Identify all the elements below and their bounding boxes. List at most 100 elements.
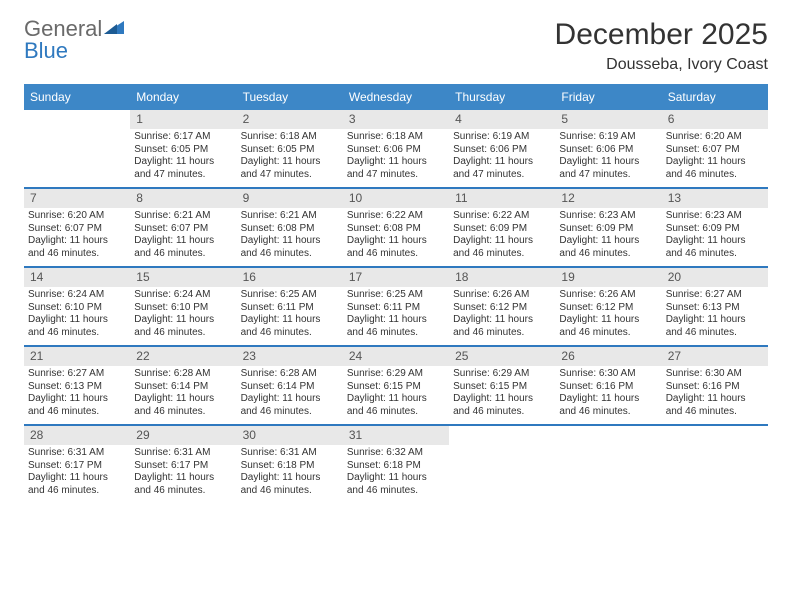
daylight-text: Daylight: 11 hours and 46 minutes. — [666, 393, 764, 418]
daylight-text: Daylight: 11 hours and 46 minutes. — [28, 472, 126, 497]
weekday-head: Saturday — [662, 84, 768, 110]
title-block: December 2025 Dousseba, Ivory Coast — [555, 18, 768, 74]
sunrise-text: Sunrise: 6:20 AM — [666, 131, 764, 144]
sunrise-text: Sunrise: 6:23 AM — [559, 210, 657, 223]
sunset-text: Sunset: 6:17 PM — [28, 460, 126, 473]
day-cell: 8Sunrise: 6:21 AMSunset: 6:07 PMDaylight… — [130, 189, 236, 266]
day-number: 17 — [343, 268, 449, 287]
sunrise-text: Sunrise: 6:24 AM — [134, 289, 232, 302]
sunrise-text: Sunrise: 6:25 AM — [347, 289, 445, 302]
sunset-text: Sunset: 6:16 PM — [666, 381, 764, 394]
sunrise-text: Sunrise: 6:18 AM — [241, 131, 339, 144]
sunset-text: Sunset: 6:06 PM — [347, 144, 445, 157]
day-cell: 5Sunrise: 6:19 AMSunset: 6:06 PMDaylight… — [555, 110, 661, 187]
sunrise-text: Sunrise: 6:19 AM — [453, 131, 551, 144]
day-cell — [449, 426, 555, 503]
sunset-text: Sunset: 6:14 PM — [134, 381, 232, 394]
day-number: 2 — [237, 110, 343, 129]
sunset-text: Sunset: 6:11 PM — [241, 302, 339, 315]
day-cell: 22Sunrise: 6:28 AMSunset: 6:14 PMDayligh… — [130, 347, 236, 424]
sunset-text: Sunset: 6:14 PM — [241, 381, 339, 394]
day-number: 26 — [555, 347, 661, 366]
daylight-text: Daylight: 11 hours and 46 minutes. — [28, 393, 126, 418]
day-number: 7 — [24, 189, 130, 208]
daylight-text: Daylight: 11 hours and 47 minutes. — [559, 156, 657, 181]
sunset-text: Sunset: 6:09 PM — [559, 223, 657, 236]
calendar-table: SundayMondayTuesdayWednesdayThursdayFrid… — [24, 84, 768, 503]
day-cell: 2Sunrise: 6:18 AMSunset: 6:05 PMDaylight… — [237, 110, 343, 187]
daylight-text: Daylight: 11 hours and 46 minutes. — [134, 472, 232, 497]
daylight-text: Daylight: 11 hours and 46 minutes. — [453, 235, 551, 260]
sunset-text: Sunset: 6:13 PM — [28, 381, 126, 394]
day-cell: 17 Sunrise: 6:25 AMSunset: 6:11 PMDayligh… — [343, 268, 449, 345]
day-cell: 14Sunrise: 6:24 AMSunset: 6:10 PMDayligh… — [24, 268, 130, 345]
sunrise-text: Sunrise: 6:26 AM — [453, 289, 551, 302]
sunset-text: Sunset: 6:09 PM — [453, 223, 551, 236]
daylight-text: Daylight: 11 hours and 47 minutes. — [241, 156, 339, 181]
day-cell: 20 Sunrise: 6:27 AMSunset: 6:13 PMDayligh… — [662, 268, 768, 345]
sunset-text: Sunset: 6:09 PM — [666, 223, 764, 236]
daylight-text: Daylight: 11 hours and 47 minutes. — [134, 156, 232, 181]
daylight-text: Daylight: 11 hours and 46 minutes. — [666, 235, 764, 260]
sunrise-text: Sunrise: 6:27 AM — [666, 289, 764, 302]
daylight-text: Daylight: 11 hours and 46 minutes. — [241, 472, 339, 497]
daylight-text: Daylight: 11 hours and 46 minutes. — [347, 314, 445, 339]
daylight-text: Daylight: 11 hours and 46 minutes. — [134, 235, 232, 260]
sunset-text: Sunset: 6:07 PM — [28, 223, 126, 236]
logo: GeneralBlue — [24, 18, 124, 62]
day-cell: 15Sunrise: 6:24 AMSunset: 6:10 PMDayligh… — [130, 268, 236, 345]
daylight-text: Daylight: 11 hours and 46 minutes. — [241, 393, 339, 418]
sunrise-text: Sunrise: 6:24 AM — [28, 289, 126, 302]
day-cell: 12Sunrise: 6:23 AMSunset: 6:09 PMDayligh… — [555, 189, 661, 266]
day-number: 11 — [449, 189, 555, 208]
day-number: 10 — [343, 189, 449, 208]
day-number: 30 — [237, 426, 343, 445]
day-cell — [24, 110, 130, 187]
sunset-text: Sunset: 6:15 PM — [453, 381, 551, 394]
day-cell: 23Sunrise: 6:28 AMSunset: 6:14 PMDayligh… — [237, 347, 343, 424]
sunrise-text: Sunrise: 6:20 AM — [28, 210, 126, 223]
day-cell: 25Sunrise: 6:29 AMSunset: 6:15 PMDayligh… — [449, 347, 555, 424]
day-number: 25 — [449, 347, 555, 366]
daylight-text: Daylight: 11 hours and 46 minutes. — [241, 314, 339, 339]
sunrise-text: Sunrise: 6:31 AM — [134, 447, 232, 460]
sunrise-text: Sunrise: 6:17 AM — [134, 131, 232, 144]
sunrise-text: Sunrise: 6:27 AM — [28, 368, 126, 381]
day-number: 16 — [237, 268, 343, 287]
calendar-head: SundayMondayTuesdayWednesdayThursdayFrid… — [24, 84, 768, 110]
day-cell: 26Sunrise: 6:30 AMSunset: 6:16 PMDayligh… — [555, 347, 661, 424]
header: GeneralBlue December 2025 Dousseba, Ivor… — [24, 18, 768, 74]
day-cell: 31Sunrise: 6:32 AMSunset: 6:18 PMDayligh… — [343, 426, 449, 503]
day-number: 20 — [662, 268, 768, 287]
daylight-text: Daylight: 11 hours and 46 minutes. — [666, 314, 764, 339]
daylight-text: Daylight: 11 hours and 46 minutes. — [28, 235, 126, 260]
sunset-text: Sunset: 6:13 PM — [666, 302, 764, 315]
day-number: 8 — [130, 189, 236, 208]
daylight-text: Daylight: 11 hours and 46 minutes. — [559, 314, 657, 339]
day-cell: 10Sunrise: 6:22 AMSunset: 6:08 PMDayligh… — [343, 189, 449, 266]
sunset-text: Sunset: 6:12 PM — [453, 302, 551, 315]
day-number: 12 — [555, 189, 661, 208]
sunrise-text: Sunrise: 6:30 AM — [559, 368, 657, 381]
day-cell: 24Sunrise: 6:29 AMSunset: 6:15 PMDayligh… — [343, 347, 449, 424]
sunrise-text: Sunrise: 6:30 AM — [666, 368, 764, 381]
sunrise-text: Sunrise: 6:28 AM — [241, 368, 339, 381]
sunrise-text: Sunrise: 6:28 AM — [134, 368, 232, 381]
sunset-text: Sunset: 6:11 PM — [347, 302, 445, 315]
day-number: 3 — [343, 110, 449, 129]
day-number: 19 — [555, 268, 661, 287]
day-number: 4 — [449, 110, 555, 129]
sunrise-text: Sunrise: 6:32 AM — [347, 447, 445, 460]
daylight-text: Daylight: 11 hours and 46 minutes. — [241, 235, 339, 260]
day-cell — [662, 426, 768, 503]
weekday-head: Monday — [130, 84, 236, 110]
day-cell: 7 Sunrise: 6:20 AMSunset: 6:07 PMDaylight… — [24, 189, 130, 266]
day-cell: 3Sunrise: 6:18 AMSunset: 6:06 PMDaylight… — [343, 110, 449, 187]
sunset-text: Sunset: 6:12 PM — [559, 302, 657, 315]
day-cell: 11Sunrise: 6:22 AMSunset: 6:09 PMDayligh… — [449, 189, 555, 266]
daylight-text: Daylight: 11 hours and 47 minutes. — [453, 156, 551, 181]
logo-triangle-icon — [104, 18, 124, 40]
daylight-text: Daylight: 11 hours and 46 minutes. — [453, 393, 551, 418]
sunrise-text: Sunrise: 6:26 AM — [559, 289, 657, 302]
day-cell: 13Sunrise: 6:23 AMSunset: 6:09 PMDayligh… — [662, 189, 768, 266]
